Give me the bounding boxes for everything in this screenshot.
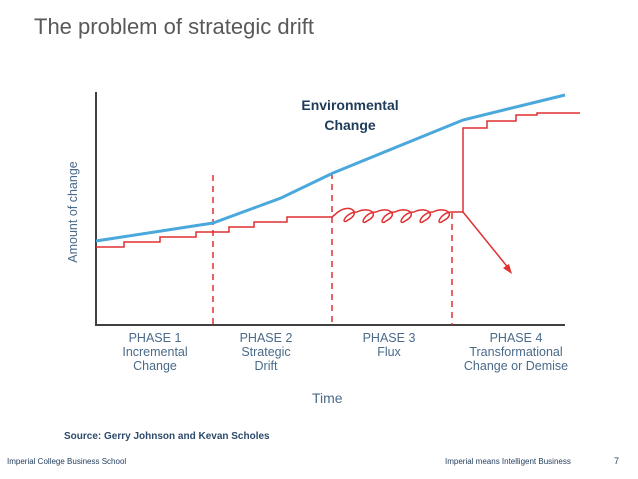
phase-3-line1: Flux (377, 345, 401, 359)
footer-school-name: Imperial College Business School (7, 457, 127, 466)
demise-arrowhead (503, 264, 512, 274)
phase-1-line2: Change (133, 359, 177, 373)
demise-line (462, 211, 511, 271)
environmental-label-line1: Environmental (301, 97, 399, 113)
phase-4-line2: Change or Demise (463, 359, 569, 373)
environmental-change-line (95, 93, 566, 243)
footer (0, 450, 638, 479)
environmental-change-label: Environmental Change (280, 95, 420, 135)
phase-4-line1: Transformational (469, 345, 563, 359)
flux-loops (331, 207, 463, 224)
phase-4-label: PHASE 4 Transformational Change or Demis… (448, 331, 584, 373)
page-number: 7 (614, 456, 620, 466)
footer-tagline: Imperial means Intelligent Business (445, 457, 571, 466)
source-citation: Source: Gerry Johnson and Kevan Scholes (64, 431, 270, 442)
phase-2-name: PHASE 2 (239, 331, 293, 345)
phase-3-name: PHASE 3 (362, 331, 416, 345)
phase-4-name: PHASE 4 (489, 331, 543, 345)
phase-2-line2: Drift (254, 359, 278, 373)
phase-1-label: PHASE 1 Incremental Change (115, 331, 195, 373)
transformational-change-line (462, 112, 580, 212)
x-axis-label: Time (312, 390, 343, 406)
environmental-label-line2: Change (324, 117, 376, 133)
slide-title: The problem of strategic drift (34, 14, 315, 39)
phase-1-name: PHASE 1 (128, 331, 182, 345)
y-axis-label: Amount of change (66, 161, 80, 263)
strategy-staircase-line (96, 216, 332, 248)
phase-2-label: PHASE 2 Strategic Drift (226, 331, 306, 373)
phase-1-line1: Incremental (122, 345, 188, 359)
phase-2-line1: Strategic (241, 345, 291, 359)
phase-3-label: PHASE 3 Flux (349, 331, 429, 359)
